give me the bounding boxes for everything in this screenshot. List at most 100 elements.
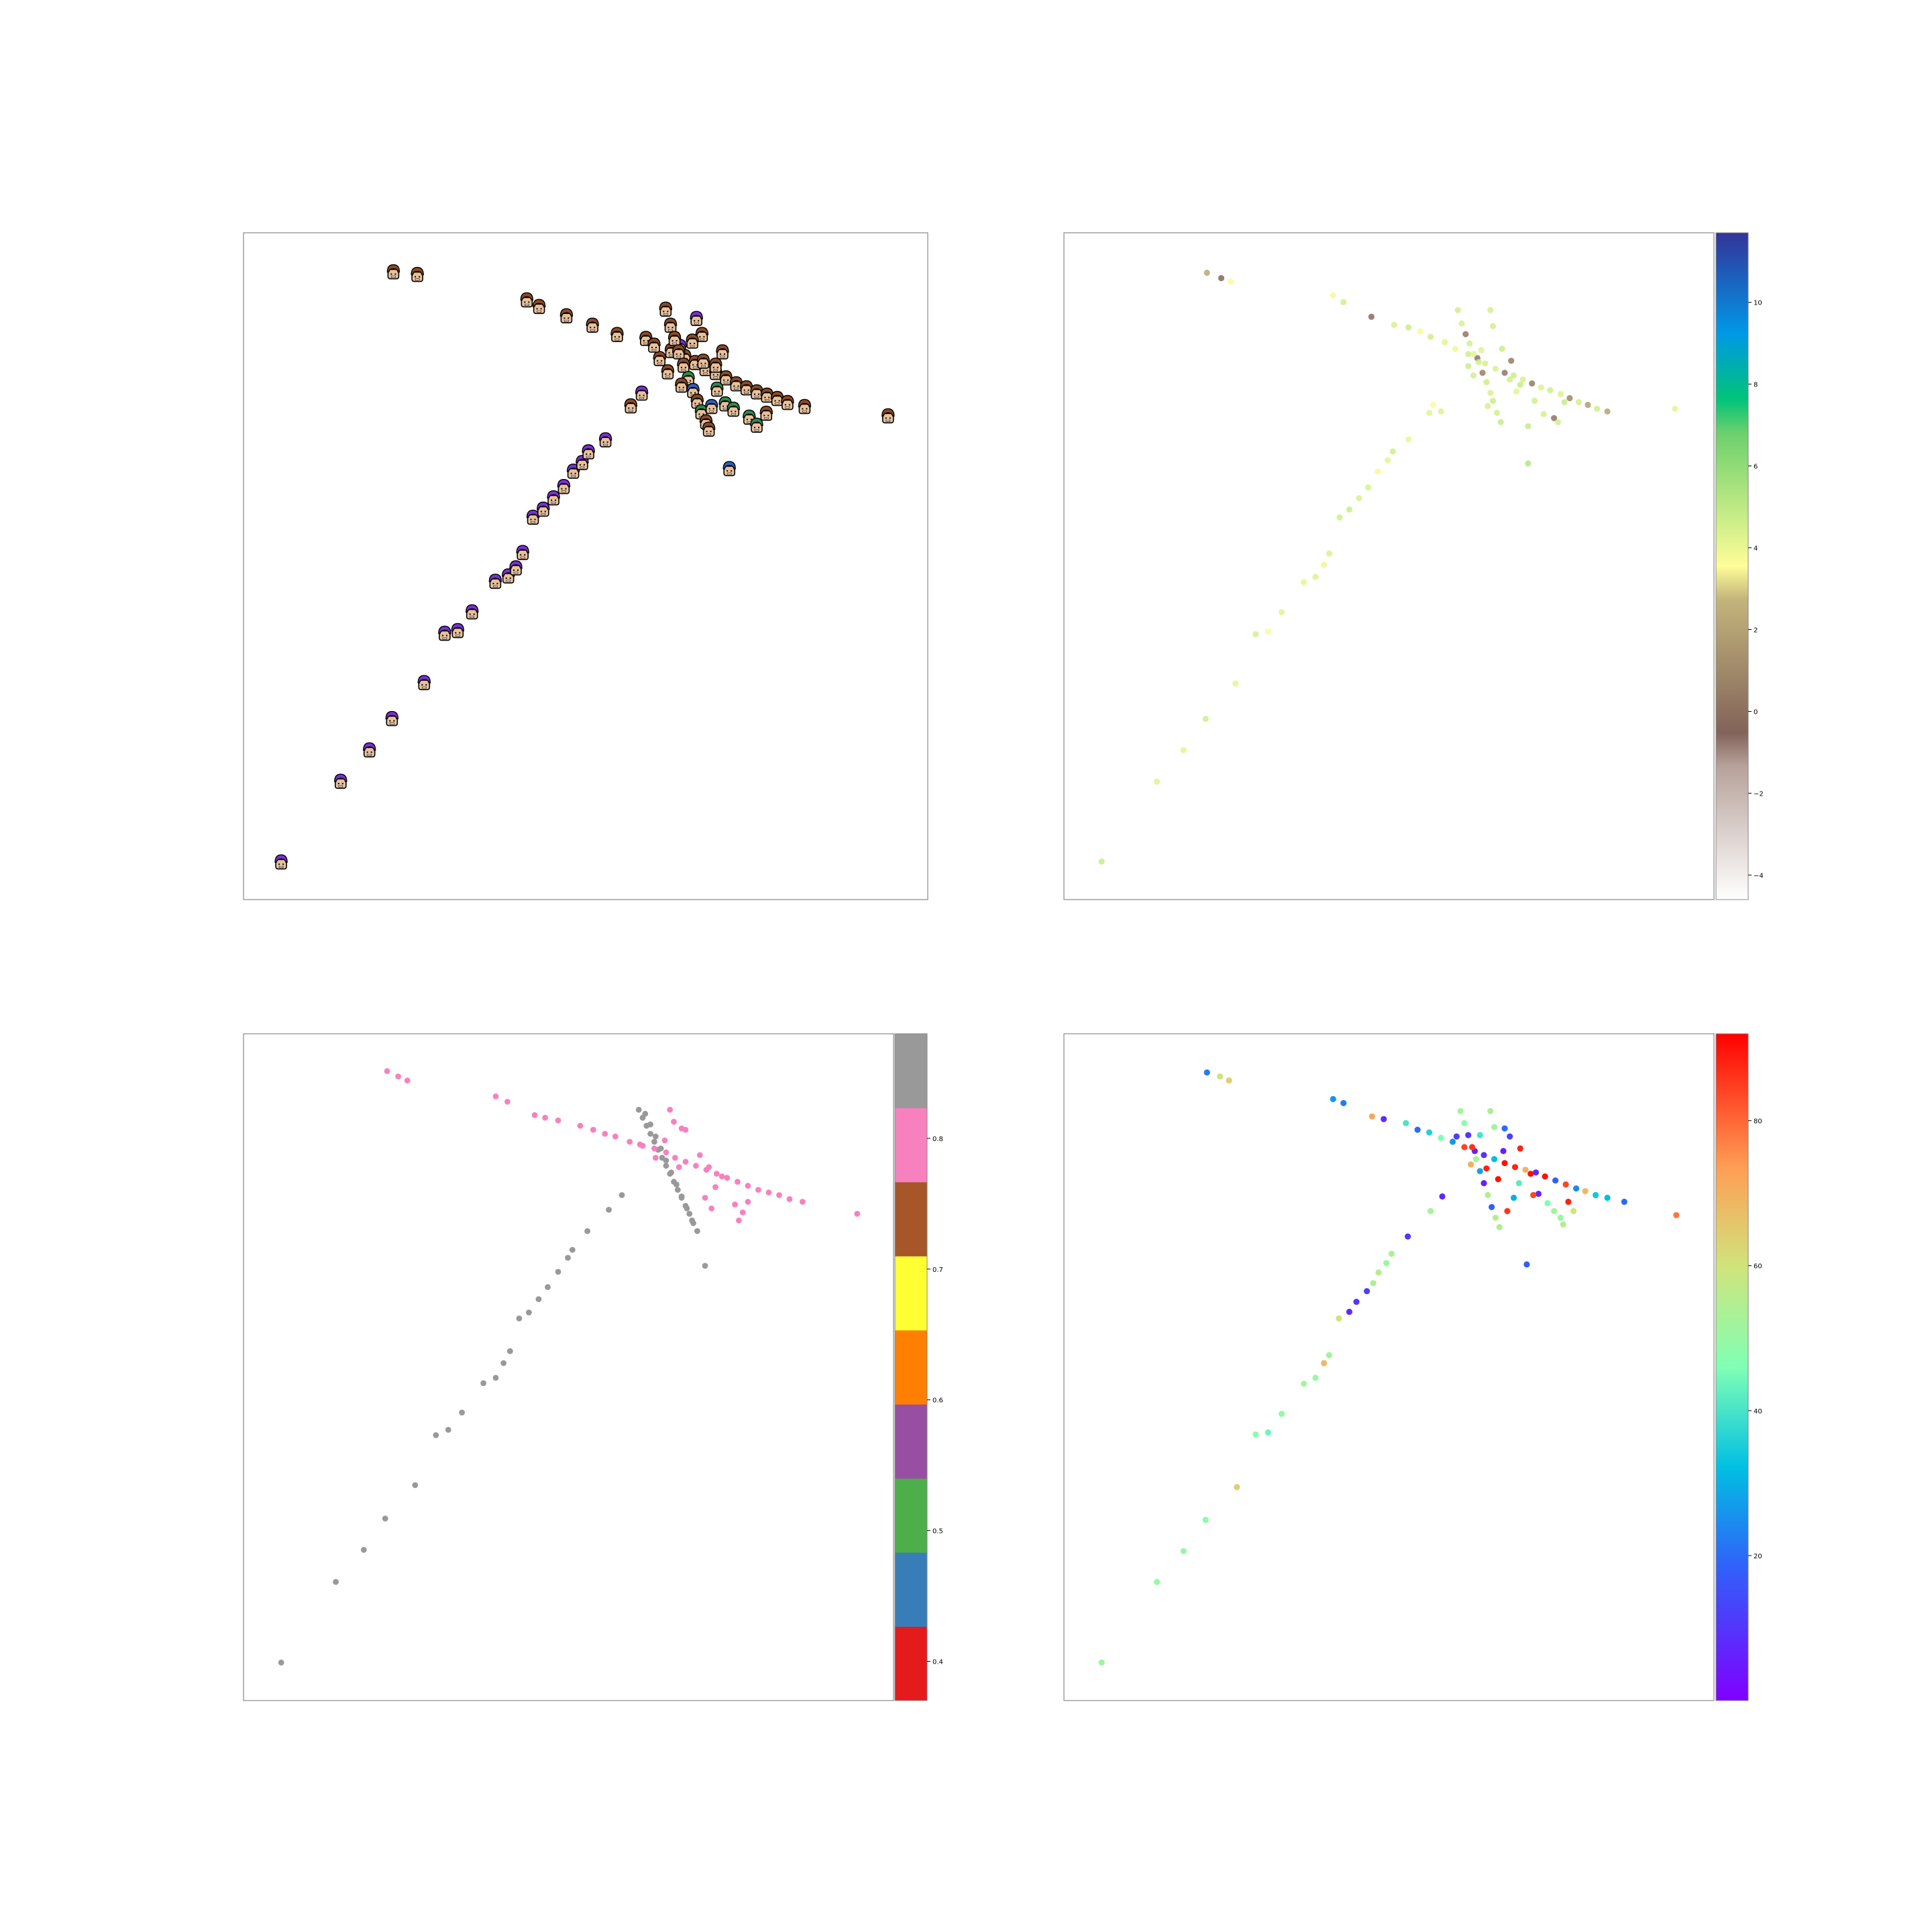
colorbar-2-ticks: −4 −2 0 2 4 6 8 10 — [1748, 300, 1764, 879]
scatter-point — [684, 1205, 690, 1212]
scatter-point — [1465, 1132, 1472, 1138]
colorbar-tick-label: 80 — [1754, 1118, 1762, 1126]
scatter-point — [1368, 1113, 1375, 1120]
scatter-point — [1542, 1173, 1548, 1180]
scatter-point — [1405, 1233, 1411, 1240]
scatter-point — [1375, 468, 1381, 475]
scatter-point — [1487, 1108, 1494, 1114]
scatter-point — [555, 1269, 561, 1275]
scatter-point — [799, 1199, 806, 1205]
scatter-point — [1570, 1208, 1577, 1214]
scatter-point — [1477, 1132, 1483, 1138]
scatter-point — [1562, 1181, 1569, 1188]
scatter-point — [412, 1482, 419, 1489]
colorbar-tick-label: 2 — [1754, 627, 1758, 635]
scatter-point — [1234, 1484, 1240, 1491]
scatter-point — [1481, 1180, 1487, 1187]
scatter-point — [1495, 1176, 1501, 1183]
purple-hair-face-icon — [417, 675, 431, 690]
scatter-point — [1485, 1191, 1491, 1199]
scatter-point — [663, 1149, 669, 1156]
scatter-point — [1497, 419, 1504, 425]
scatter-point — [1427, 333, 1434, 340]
scatter-point — [1491, 1156, 1498, 1163]
colorbar-tick-label: 8 — [1754, 382, 1758, 389]
purple-hair-face-icon — [438, 625, 451, 641]
scatter-point — [736, 1217, 742, 1224]
brown-hair-face-icon — [716, 344, 729, 360]
panel-1-frame — [243, 232, 928, 900]
blue-hat-face-icon — [704, 398, 718, 415]
colorbar-3-ticks: 0.4 0.5 0.6 0.7 0.8 — [927, 1136, 943, 1666]
scatter-point — [1479, 370, 1486, 376]
brown-hair-face-icon — [719, 370, 733, 386]
scatter-point — [1265, 628, 1271, 635]
scatter-point — [1346, 1308, 1352, 1316]
scatter-point — [714, 1171, 720, 1177]
purple-hair-face-icon — [274, 854, 288, 870]
scatter-point — [1180, 1548, 1187, 1554]
scatter-point — [718, 1173, 725, 1180]
scatter-point — [1573, 1185, 1580, 1192]
scatter-point — [1485, 402, 1491, 410]
green-hat-face-icon — [710, 381, 724, 397]
scatter-point — [1426, 409, 1433, 417]
panel-4-rainbow-scatter: 20 40 60 80 — [1063, 1033, 1762, 1701]
scatter-point — [535, 1296, 542, 1302]
scatter-point — [1604, 1194, 1611, 1201]
brown-hair-face-icon — [559, 308, 574, 324]
purple-hair-face-icon — [598, 432, 612, 447]
scatter-point — [1426, 1129, 1433, 1136]
scatter-point — [786, 1196, 793, 1202]
scatter-point — [506, 1348, 513, 1354]
scatter-point — [668, 1169, 674, 1176]
scatter-point — [1482, 360, 1489, 367]
scatter-point — [1499, 345, 1505, 352]
scatter-point — [1511, 1164, 1519, 1171]
scatter-point — [1265, 1429, 1271, 1436]
scatter-point — [1430, 401, 1436, 409]
purple-hair-face-icon — [582, 444, 595, 460]
scatter-point — [612, 1133, 619, 1140]
scatter-point — [1389, 448, 1396, 455]
scatter-point — [1340, 1099, 1347, 1106]
scatter-point — [1554, 419, 1561, 425]
scatter-point — [1481, 1152, 1487, 1159]
scatter-point — [1507, 376, 1513, 383]
scatter-point — [1465, 351, 1472, 358]
brown-hair-face-icon — [661, 364, 675, 380]
scatter-point — [1470, 372, 1477, 379]
scatter-point — [1364, 1288, 1371, 1295]
scatter-point — [1439, 1193, 1446, 1200]
colorbar-tick-label: 0.4 — [932, 1659, 943, 1666]
colorbar-tick-label: −4 — [1754, 872, 1764, 879]
colorbar-tick-label: 0.8 — [932, 1136, 943, 1143]
scatter-point — [1375, 1269, 1382, 1276]
scatter-point — [1501, 370, 1508, 376]
scatter-point — [1449, 1138, 1456, 1145]
scatter-point — [637, 1141, 643, 1148]
scatter-point — [1417, 328, 1424, 335]
brown-hair-face-icon — [695, 327, 709, 342]
scatter-point — [1462, 331, 1469, 337]
scatter-point — [459, 1409, 465, 1416]
colorbar-tick-label: 40 — [1754, 1408, 1762, 1415]
scatter-point — [1513, 388, 1519, 395]
colorbar-3-frame — [894, 1033, 928, 1701]
scatter-point — [1522, 1167, 1529, 1173]
scatter-point — [1326, 1352, 1332, 1358]
scatter-point — [1301, 579, 1307, 586]
scatter-point — [1532, 397, 1538, 405]
scatter-point — [652, 1133, 659, 1140]
scatter-point — [1496, 1224, 1503, 1230]
scatter-point — [1560, 1221, 1566, 1228]
brown-hair-face-icon — [709, 358, 722, 373]
scatter-point — [1465, 363, 1472, 370]
scatter-point — [1202, 716, 1209, 722]
colorbar-bin — [895, 1256, 927, 1331]
brown-hair-face-icon — [881, 408, 895, 424]
scatter-point — [590, 1126, 596, 1133]
scatter-point — [1508, 358, 1515, 364]
scatter-point — [1565, 1198, 1572, 1205]
